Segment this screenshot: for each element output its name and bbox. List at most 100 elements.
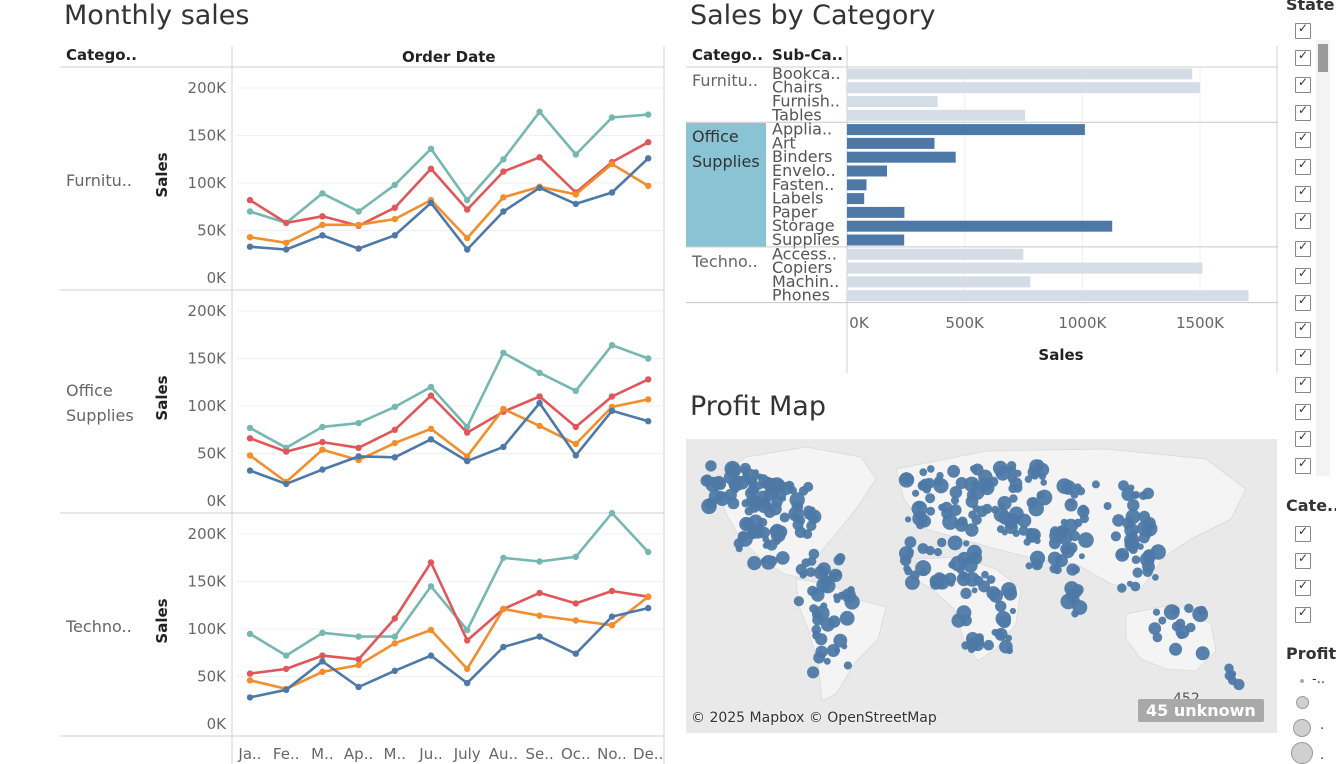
profit-dot[interactable] bbox=[947, 535, 963, 551]
profit-dot[interactable] bbox=[1069, 530, 1080, 542]
data-point-techno[interactable] bbox=[283, 665, 290, 673]
profit-dot[interactable] bbox=[1018, 525, 1029, 536]
profit-dot[interactable] bbox=[995, 600, 1007, 612]
profit-dot[interactable] bbox=[835, 553, 846, 563]
data-point-techno[interactable] bbox=[536, 558, 543, 565]
profit-dot[interactable] bbox=[983, 639, 994, 651]
profit-dot[interactable] bbox=[1061, 480, 1076, 495]
bar-paper[interactable] bbox=[847, 206, 905, 218]
data-point-furnitu[interactable] bbox=[246, 208, 254, 215]
profit-dot[interactable] bbox=[937, 537, 947, 548]
profit-dot[interactable] bbox=[949, 504, 962, 516]
profit-dot[interactable] bbox=[949, 486, 963, 499]
data-point-furnitu[interactable] bbox=[391, 181, 398, 189]
profit-dot[interactable] bbox=[1027, 528, 1041, 542]
profit-dot[interactable] bbox=[1060, 543, 1072, 555]
category-header[interactable]: Catego.. bbox=[692, 46, 763, 64]
profit-dot[interactable] bbox=[747, 556, 762, 571]
profit-dot[interactable] bbox=[826, 644, 840, 657]
monthly-sales-chart[interactable]: 200K 150K 100K 50K 0K Sales 200K 150K 100K 50K 0K S… bbox=[0, 0, 670, 764]
profit-dot[interactable] bbox=[1127, 499, 1140, 512]
data-point-techno[interactable] bbox=[500, 605, 507, 613]
data-point-office-supplies[interactable] bbox=[500, 349, 507, 356]
profit-dot[interactable] bbox=[960, 587, 972, 599]
data-point-office-supplies[interactable] bbox=[427, 436, 435, 443]
data-point-techno[interactable] bbox=[319, 629, 326, 636]
profit-dot[interactable] bbox=[815, 633, 828, 646]
profit-dot[interactable] bbox=[1132, 491, 1140, 499]
data-point-techno[interactable] bbox=[572, 600, 579, 607]
data-point-techno[interactable] bbox=[464, 626, 471, 634]
profit-dot[interactable] bbox=[1171, 605, 1180, 615]
profit-dot[interactable] bbox=[706, 501, 715, 510]
data-point-techno[interactable] bbox=[464, 679, 471, 687]
data-point-office-supplies[interactable] bbox=[319, 423, 326, 431]
data-point-techno[interactable] bbox=[319, 668, 326, 675]
profit-dot[interactable] bbox=[705, 460, 717, 472]
profit-dot[interactable] bbox=[1118, 480, 1129, 491]
data-point-office-supplies[interactable] bbox=[645, 355, 652, 362]
profit-dot[interactable] bbox=[956, 605, 972, 621]
office-supplies-highlight[interactable] bbox=[686, 123, 766, 247]
profit-dot[interactable] bbox=[1048, 537, 1061, 550]
unknown-badge[interactable]: 45 unknown bbox=[1138, 699, 1264, 722]
profit-dot[interactable] bbox=[965, 523, 979, 537]
state-checkbox[interactable] bbox=[1295, 75, 1311, 94]
profit-dot[interactable] bbox=[904, 536, 917, 549]
data-point-office-supplies[interactable] bbox=[427, 392, 435, 399]
profit-dot[interactable] bbox=[1073, 483, 1082, 492]
state-checkbox[interactable] bbox=[1295, 347, 1311, 366]
profit-dot[interactable] bbox=[833, 633, 848, 648]
profit-dot[interactable] bbox=[1152, 632, 1163, 643]
profit-dot[interactable] bbox=[1047, 551, 1062, 566]
profit-dot[interactable] bbox=[1112, 514, 1125, 527]
profit-dot[interactable] bbox=[802, 529, 813, 539]
data-point-office-supplies[interactable] bbox=[464, 453, 471, 460]
data-point-office-supplies[interactable] bbox=[536, 399, 543, 407]
profit-dot[interactable] bbox=[1229, 670, 1237, 678]
sales-by-category-chart[interactable]: 0K 500K 1000K 1500KSalesBookca..ChairsFurni… bbox=[686, 40, 1286, 375]
data-point-furnitu[interactable] bbox=[500, 208, 507, 215]
series-line-furnitu-1[interactable] bbox=[249, 141, 649, 228]
profit-dot[interactable] bbox=[1058, 529, 1068, 539]
profit-dot[interactable] bbox=[906, 548, 914, 556]
profit-dot[interactable] bbox=[991, 628, 999, 636]
state-checkbox[interactable] bbox=[1295, 456, 1311, 474]
profit-dot[interactable] bbox=[749, 489, 757, 497]
state-checkbox[interactable] bbox=[1295, 130, 1311, 148]
profit-dot[interactable] bbox=[1027, 465, 1041, 479]
profit-dot[interactable] bbox=[971, 480, 978, 487]
profit-dot[interactable] bbox=[833, 647, 841, 654]
data-point-furnitu[interactable] bbox=[500, 168, 507, 175]
data-point-furnitu[interactable] bbox=[464, 246, 471, 253]
data-point-office-supplies[interactable] bbox=[391, 439, 398, 447]
state-checkbox[interactable] bbox=[1295, 429, 1311, 447]
profit-dot[interactable] bbox=[944, 572, 957, 585]
data-point-office-supplies[interactable] bbox=[319, 446, 326, 453]
profit-dot[interactable] bbox=[756, 473, 763, 480]
data-point-techno[interactable] bbox=[391, 667, 398, 674]
data-point-office-supplies[interactable] bbox=[355, 444, 362, 451]
data-point-techno[interactable] bbox=[427, 559, 435, 566]
bar-furnish[interactable] bbox=[847, 96, 938, 107]
profit-dot[interactable] bbox=[933, 548, 943, 557]
data-point-office-supplies[interactable] bbox=[572, 452, 579, 459]
profit-dot[interactable] bbox=[976, 505, 988, 517]
state-checkbox[interactable] bbox=[1295, 48, 1311, 67]
profit-dot[interactable] bbox=[728, 480, 738, 489]
profit-dot[interactable] bbox=[1148, 622, 1162, 635]
profit-dot[interactable] bbox=[752, 469, 759, 476]
data-point-office-supplies[interactable] bbox=[572, 440, 579, 448]
data-point-furnitu[interactable] bbox=[645, 155, 652, 162]
profit-dot[interactable] bbox=[1005, 634, 1013, 642]
profit-dot[interactable] bbox=[997, 615, 1011, 629]
profit-dot[interactable] bbox=[1017, 513, 1032, 528]
category-checkbox[interactable] bbox=[1295, 578, 1311, 596]
data-point-office-supplies[interactable] bbox=[500, 443, 507, 451]
bar-labels[interactable] bbox=[847, 193, 865, 205]
profit-dot[interactable] bbox=[1169, 642, 1183, 656]
profit-dot[interactable] bbox=[1142, 487, 1154, 500]
category-checkbox[interactable] bbox=[1295, 551, 1311, 569]
data-point-furnitu[interactable] bbox=[464, 234, 471, 242]
bar-art[interactable] bbox=[847, 137, 935, 149]
